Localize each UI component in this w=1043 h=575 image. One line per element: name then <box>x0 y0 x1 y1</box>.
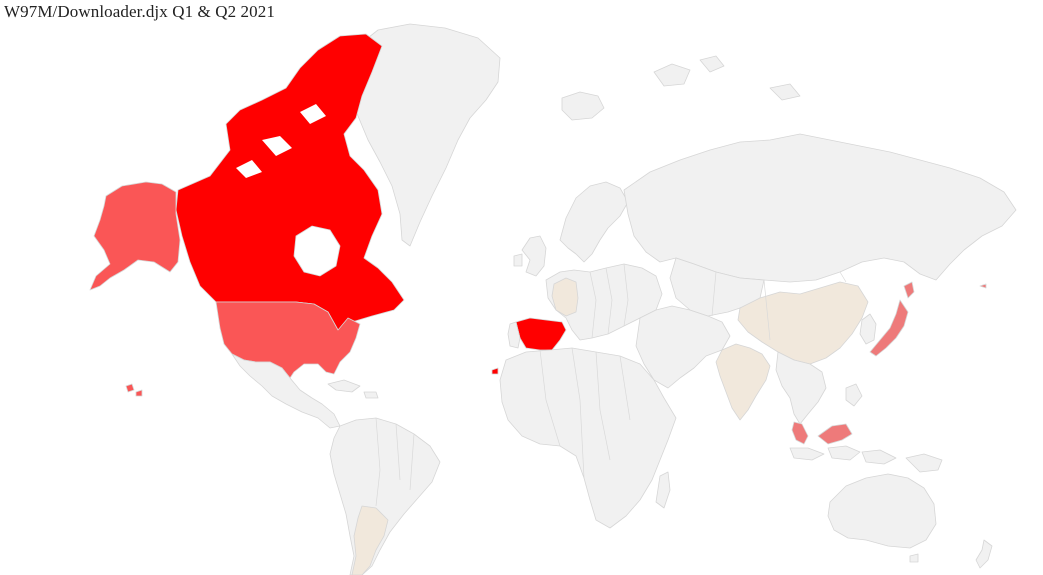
region-papua[interactable] <box>905 453 943 473</box>
region-spain[interactable] <box>515 317 567 351</box>
region-korea[interactable] <box>859 313 877 345</box>
region-tasmania[interactable] <box>909 553 919 563</box>
hudson-bay <box>293 225 341 277</box>
canada-inner-water <box>236 104 326 178</box>
africa-borders <box>539 347 631 479</box>
region-canary-islands[interactable] <box>491 367 499 375</box>
europe-borders <box>589 263 629 339</box>
region-iceland[interactable] <box>561 91 605 121</box>
region-germany[interactable] <box>551 277 579 317</box>
region-middle-east[interactable] <box>635 305 731 389</box>
region-alaska[interactable] <box>89 181 181 291</box>
region-mexico[interactable] <box>231 353 341 429</box>
region-malaysia[interactable] <box>791 421 853 445</box>
south-america-borders <box>375 417 415 507</box>
region-africa[interactable] <box>499 347 677 529</box>
region-uk-ireland[interactable] <box>513 235 547 277</box>
region-scandinavia[interactable] <box>559 181 629 263</box>
region-indonesia[interactable] <box>789 383 897 465</box>
region-portugal[interactable] <box>507 321 521 349</box>
region-argentina[interactable] <box>351 505 389 575</box>
region-japan[interactable] <box>869 281 915 357</box>
region-kuril[interactable] <box>979 283 987 289</box>
region-hawaii[interactable] <box>125 383 143 397</box>
region-china[interactable] <box>737 281 869 365</box>
region-madagascar[interactable] <box>655 471 671 509</box>
region-caribbean[interactable] <box>327 379 379 399</box>
region-south-america[interactable] <box>329 417 441 575</box>
region-australia[interactable] <box>827 473 937 549</box>
region-greenland[interactable] <box>347 23 501 247</box>
region-india[interactable] <box>715 343 771 421</box>
region-southeast-asia[interactable] <box>775 351 827 425</box>
asia-borders <box>711 271 847 341</box>
region-russia[interactable] <box>623 133 1017 283</box>
region-arctic-islands[interactable] <box>653 55 801 101</box>
map-title: W97M/Downloader.djx Q1 & Q2 2021 <box>4 2 275 21</box>
region-new-zealand[interactable] <box>975 539 993 569</box>
